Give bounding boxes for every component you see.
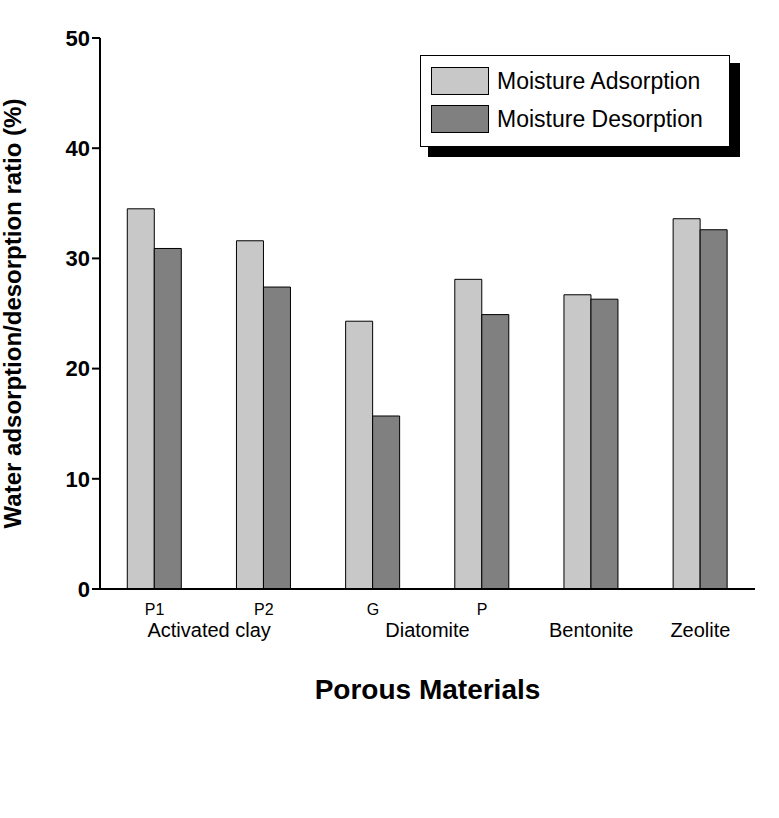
html-text:Moisture Desorption: Moisture Desorption xyxy=(497,105,703,132)
svg-text:0: 0 xyxy=(78,577,90,602)
svg-text:P1: P1 xyxy=(145,601,165,618)
svg-text:P: P xyxy=(477,601,488,618)
svg-text:G: G xyxy=(367,601,379,618)
svg-text:40: 40 xyxy=(66,136,90,161)
svg-text:P2: P2 xyxy=(254,601,274,618)
svg-text:30: 30 xyxy=(66,246,90,271)
svg-text:20: 20 xyxy=(66,356,90,381)
svg-text:10: 10 xyxy=(66,467,90,492)
svg-text:Zeolite: Zeolite xyxy=(670,619,730,641)
svg-text:Activated clay: Activated clay xyxy=(147,619,270,641)
svg-text:Porous Materials: Porous Materials xyxy=(315,674,541,705)
svg-text:Diatomite: Diatomite xyxy=(385,619,469,641)
svg-text:50: 50 xyxy=(66,26,90,51)
html-text:Moisture Adsorption: Moisture Adsorption xyxy=(497,67,701,94)
svg-text:Bentonite: Bentonite xyxy=(549,619,634,641)
svg-text:Water adsorption/desorption ra: Water adsorption/desorption ratio (%) xyxy=(0,99,26,529)
